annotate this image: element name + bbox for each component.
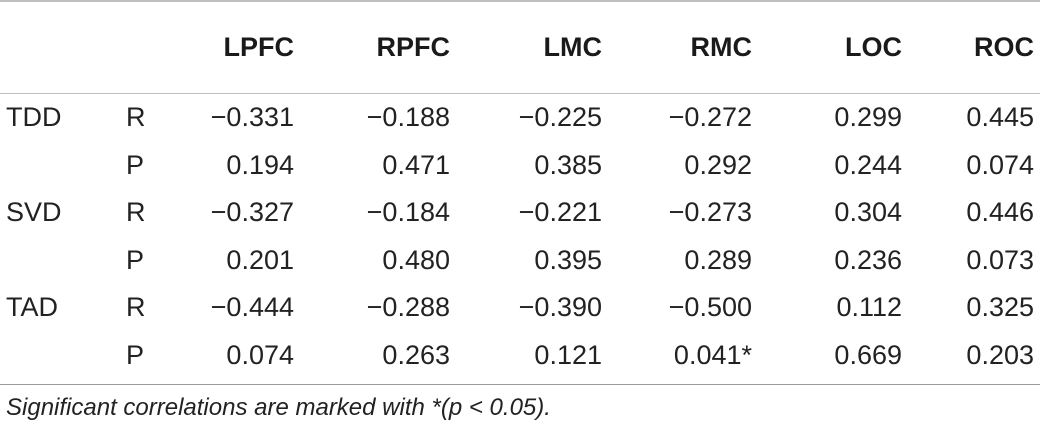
cell-roc: 0.203: [966, 339, 1034, 370]
table-top-rule: [0, 0, 1040, 2]
header-lpfc: LPFC: [223, 31, 295, 62]
table-row: P 0.194 0.471 0.385 0.292 0.244 0.074: [0, 142, 1040, 190]
cell-loc: 0.244: [834, 149, 902, 180]
cell-roc: 0.446: [966, 197, 1034, 228]
header-loc: LOC: [845, 31, 902, 62]
cell-rmc: 0.289: [684, 244, 752, 275]
cell-rmc: −0.500: [668, 292, 752, 323]
row-group-label: [0, 142, 126, 190]
cell-lmc: −0.225: [518, 102, 602, 133]
table-row: P 0.201 0.480 0.395 0.289 0.236 0.073: [0, 237, 1040, 285]
table-row: SVD R −0.327 −0.184 −0.221 −0.273 0.304 …: [0, 189, 1040, 237]
table-header-rule: [0, 93, 1040, 94]
table-footnote: Significant correlations are marked with…: [6, 394, 551, 421]
header-group: [0, 0, 126, 94]
cell-loc: 0.304: [834, 197, 902, 228]
row-stat-label: P: [126, 339, 145, 370]
row-group-label: [0, 237, 126, 285]
row-group-label: SVD: [6, 197, 62, 228]
cell-rmc: −0.272: [668, 102, 752, 133]
cell-roc: 0.445: [966, 102, 1034, 133]
row-group-label: TDD: [6, 102, 62, 133]
cell-loc: 0.669: [834, 339, 902, 370]
cell-lmc: −0.221: [518, 197, 602, 228]
cell-rpfc: 0.263: [382, 339, 450, 370]
row-group-label: TAD: [6, 292, 58, 323]
row-group-label: [0, 332, 126, 380]
table-row: TAD R −0.444 −0.288 −0.390 −0.500 0.112 …: [0, 284, 1040, 332]
cell-rpfc: 0.480: [382, 244, 450, 275]
cell-lpfc: 0.194: [226, 149, 294, 180]
table-row: P 0.074 0.263 0.121 0.041* 0.669 0.203: [0, 332, 1040, 380]
cell-lpfc: −0.327: [210, 197, 294, 228]
cell-loc: 0.112: [836, 292, 902, 323]
cell-loc: 0.236: [834, 244, 902, 275]
table-row: TDD R −0.331 −0.188 −0.225 −0.272 0.299 …: [0, 94, 1040, 142]
cell-roc: 0.325: [966, 292, 1034, 323]
cell-lpfc: −0.444: [210, 292, 294, 323]
cell-rpfc: −0.184: [366, 197, 450, 228]
cell-roc: 0.073: [966, 244, 1034, 275]
cell-rpfc: 0.471: [382, 149, 450, 180]
cell-roc: 0.074: [966, 149, 1034, 180]
row-stat-label: R: [126, 197, 146, 228]
cell-lmc: 0.395: [534, 244, 602, 275]
row-stat-label: P: [126, 149, 145, 180]
cell-lpfc: −0.331: [210, 102, 294, 133]
cell-lmc: 0.121: [534, 339, 602, 370]
header-roc: ROC: [974, 31, 1034, 62]
cell-rpfc: −0.188: [366, 102, 450, 133]
header-rmc: RMC: [690, 31, 753, 62]
cell-loc: 0.299: [834, 102, 902, 133]
header-lmc: LMC: [543, 31, 602, 62]
header-rpfc: RPFC: [376, 31, 451, 62]
row-stat-label: R: [126, 102, 146, 133]
cell-rmc: −0.273: [668, 197, 752, 228]
row-stat-label: P: [126, 244, 145, 275]
row-stat-label: R: [126, 292, 146, 323]
cell-lpfc: 0.201: [226, 244, 294, 275]
table-header-row: LPFC RPFC LMC RMC LOC ROC: [0, 0, 1040, 94]
header-stat: [126, 0, 186, 94]
table-bottom-rule: [0, 384, 1040, 385]
cell-lmc: 0.385: [534, 149, 602, 180]
cell-lpfc: 0.074: [226, 339, 294, 370]
cell-rmc: 0.041*: [673, 339, 752, 370]
cell-rpfc: −0.288: [366, 292, 450, 323]
correlation-table: LPFC RPFC LMC RMC LOC ROC TDD R −0.331 −…: [0, 0, 1040, 380]
cell-lmc: −0.390: [518, 292, 602, 323]
cell-rmc: 0.292: [684, 149, 752, 180]
